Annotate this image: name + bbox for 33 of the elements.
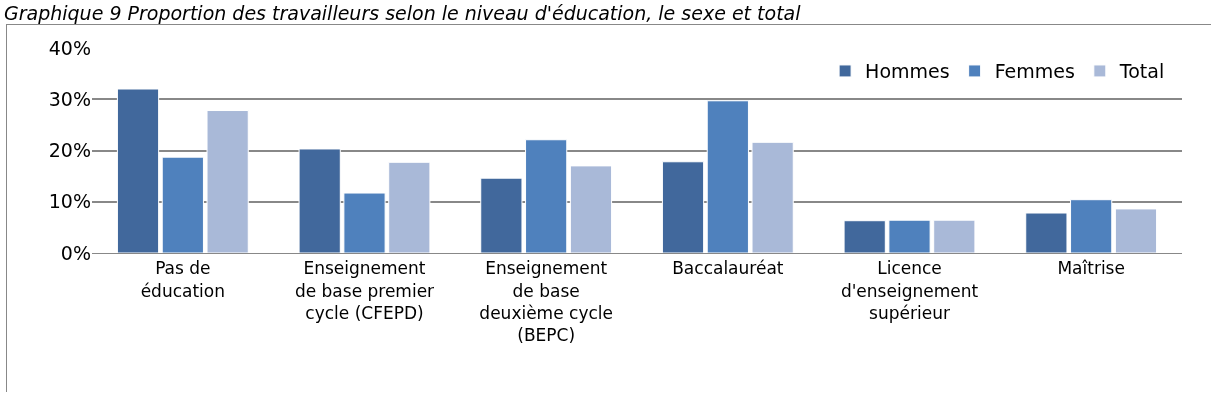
bar — [116, 88, 160, 253]
bar — [480, 177, 523, 253]
y-tick-label: 0% — [60, 241, 91, 264]
bar — [569, 165, 613, 253]
y-tick-label: 20% — [48, 139, 91, 162]
x-tick-label: Baccalauréat — [672, 258, 784, 279]
y-tick-label: 40% — [48, 36, 91, 59]
legend-label: Hommes — [865, 60, 950, 83]
legend-label: Femmes — [994, 60, 1075, 83]
bar — [525, 139, 568, 253]
bar — [843, 220, 886, 253]
bar — [206, 110, 249, 253]
x-tick-label: Licence d'enseignement supérieur — [840, 258, 979, 323]
bar — [661, 161, 705, 253]
x-tick-label: Enseignement de base premier cycle (CFEPD) — [294, 258, 435, 323]
y-tick-label: 10% — [48, 190, 91, 213]
bar — [1070, 199, 1113, 253]
legend-label: Total — [1118, 60, 1165, 83]
bar — [161, 156, 204, 253]
bar — [888, 219, 931, 253]
bar — [751, 141, 794, 253]
bar — [706, 100, 749, 253]
bar — [343, 192, 386, 253]
x-tick-label: Maîtrise — [1057, 258, 1125, 279]
chart-title: Graphique 9 Proportion des travailleurs selon le niveau d'éducation, le sexe et total — [4, 2, 802, 24]
bar — [1025, 212, 1068, 253]
bar — [1114, 208, 1158, 253]
bar — [933, 219, 976, 253]
bar — [388, 161, 431, 253]
y-tick-label: 30% — [48, 87, 91, 110]
x-tick-label: Enseignement de base deuxième cycle (BEPC) — [479, 258, 613, 345]
bar — [298, 148, 341, 253]
x-tick-label: Pas de éducation — [140, 258, 226, 301]
